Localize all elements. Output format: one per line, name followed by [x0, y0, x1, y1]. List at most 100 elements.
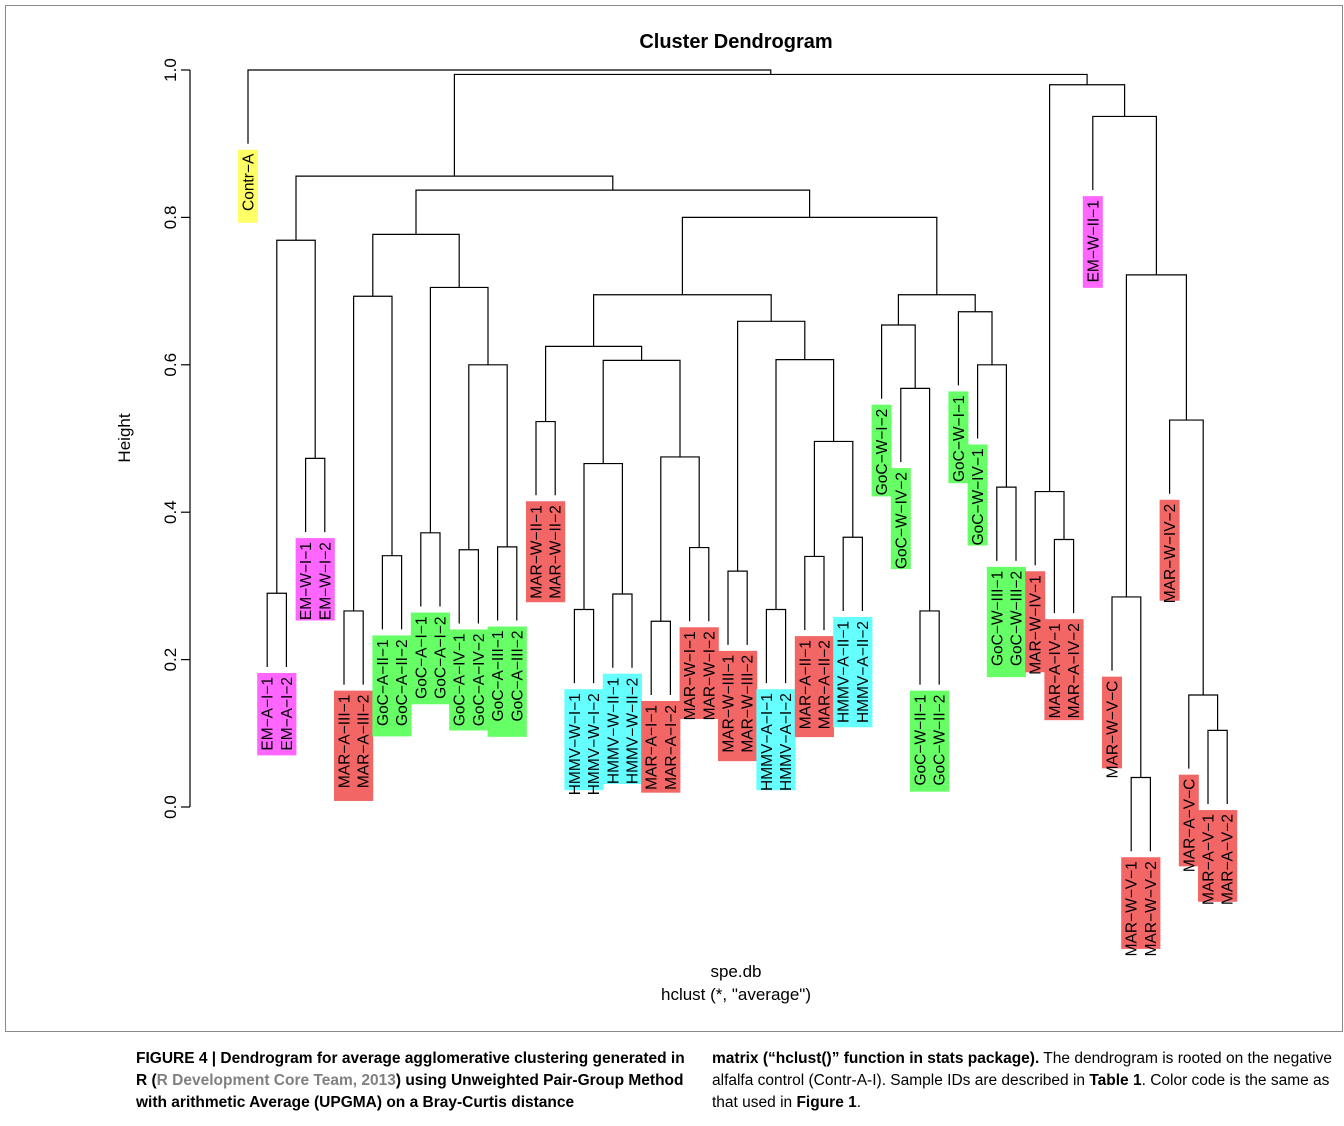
leaf-color-box: [506, 626, 527, 737]
leaf-label: MAR−A−V−C: [1178, 774, 1199, 872]
leaf-label-text: MAR−W−II−2: [548, 505, 565, 598]
leaf-color-box: [756, 689, 777, 791]
leaf-label-text: HMMV−W−II−1: [605, 678, 622, 784]
dendrogram-link: [919, 610, 940, 685]
dendrogram-link: [602, 359, 681, 464]
y-axis-label: Height: [115, 413, 134, 462]
leaf-color-box: [487, 626, 508, 737]
leaf-color-box: [622, 673, 642, 785]
leaf-color-box: [1006, 566, 1026, 678]
dendrogram-link: [660, 456, 700, 622]
dendrogram-link: [1188, 694, 1219, 769]
leaf-color-box: [276, 672, 297, 756]
leaf-label: MAR−W−II−2: [545, 501, 566, 603]
leaf-label-text: EM−W−I−1: [298, 542, 315, 620]
leaf-label: MAR−A−V−1: [1198, 810, 1218, 905]
leaf-label-text: GoC−W−II−2: [932, 695, 949, 786]
leaf-color-box: [1063, 619, 1084, 721]
leaf-color-box: [583, 689, 604, 791]
leaf-label-text: GoC−A−I−2: [433, 617, 450, 699]
leaf-color-box: [449, 629, 470, 731]
dendrogram-link: [458, 549, 479, 624]
leaf-label: Contr−A: [238, 149, 258, 223]
leaf-label-text: GoC−A−II−1: [375, 639, 392, 726]
leaf-color-box: [257, 672, 278, 756]
leaf-color-box: [334, 690, 354, 801]
leaf-label-text: MAR−W−I−2: [701, 631, 718, 720]
figure-caption-left: FIGURE 4 | Dendrogram for average agglom…: [136, 1048, 696, 1114]
dendrogram-link: [497, 546, 518, 621]
leaf-color-box: [564, 689, 585, 791]
leaf-label: HMMV−W−I−2: [583, 689, 604, 795]
leaf-color-box: [238, 149, 258, 223]
method-label: hclust (*, "average"): [661, 985, 811, 1004]
leaf-color-box: [1044, 619, 1065, 721]
caption-title: FIGURE 4 | Dendrogram for average agglom…: [136, 1050, 685, 1089]
leaf-color-box: [391, 635, 412, 737]
dendrogram-link: [343, 610, 364, 685]
x-axis-label: spe.db: [710, 962, 761, 981]
dendrogram-link: [650, 620, 671, 695]
leaf-label-text: GoC−W−III−1: [989, 571, 1006, 666]
dendrogram-link: [295, 175, 614, 241]
leaf-color-box: [910, 690, 930, 792]
y-tick-label: 0.0: [161, 795, 180, 819]
leaf-labels: Contr−A EM−A−I−1 EM−A−I−2 EM−W−I−1 EM−W−I−2 M…: [238, 149, 1238, 956]
leaf-color-box: [430, 612, 450, 705]
dendrogram-link: [453, 73, 1088, 177]
leaf-label: MAR−A−III−2: [353, 690, 374, 801]
leaf-color-box: [852, 616, 873, 728]
leaf-label: GoC−A−IV−2: [468, 629, 489, 731]
leaf-label: MAR−W−III−2: [737, 650, 758, 762]
dendrogram-links: [247, 69, 1228, 852]
caption-citation-link[interactable]: R Development Core Team, 2013: [156, 1072, 396, 1089]
leaf-label-text: GoC−W−I−1: [951, 395, 968, 482]
dendrogram-link: [1034, 490, 1065, 566]
leaf-color-box: [794, 636, 815, 738]
leaf-label-text: GoC−A−III−1: [490, 631, 507, 722]
dendrogram-link: [842, 536, 863, 611]
leaf-label-text: GoC−W−I−2: [874, 409, 891, 496]
leaf-color-box: [871, 404, 892, 497]
leaf-color-box: [698, 627, 719, 719]
leaf-color-box: [1178, 774, 1199, 867]
leaf-label-text: MAR−A−V−C: [1181, 779, 1198, 872]
dendrogram-link: [881, 324, 916, 399]
leaf-label: GoC−A−III−2: [506, 626, 527, 737]
leaf-label: HMMV−W−I−1: [564, 689, 585, 795]
leaf-label-text: MAR−W−III−2: [740, 655, 757, 753]
dendrogram-link: [535, 420, 556, 496]
leaf-label-text: MAR−A−IV−1: [1047, 623, 1064, 718]
leaf-label-text: MAR−A−II−2: [817, 640, 834, 729]
leaf-label-text: GoC−A−II−2: [394, 639, 411, 726]
leaf-color-box: [1140, 857, 1161, 949]
figure-1-link[interactable]: Figure 1: [796, 1094, 857, 1111]
leaf-label: MAR−A−I−2: [660, 700, 681, 793]
leaf-label-text: MAR−A−II−1: [797, 640, 814, 729]
leaf-label: MAR−W−V−C: [1102, 676, 1122, 778]
dendrogram-link: [415, 189, 811, 235]
caption-title-cont: ) using Unweighted Pair-Group Method wit…: [136, 1072, 684, 1111]
dendrogram-link: [1130, 776, 1151, 852]
dendrogram-link: [353, 295, 393, 611]
leaf-label: EM−W−I−2: [314, 538, 335, 621]
y-tick-label: 0.6: [161, 353, 180, 377]
leaf-label-text: HMMV−A−II−2: [855, 621, 872, 723]
dendrogram-link: [545, 345, 643, 422]
caption-title-end: matrix (“hclust()” function in stats pac…: [712, 1050, 1040, 1067]
leaf-label-text: Contr−A: [241, 153, 258, 211]
leaf-label: HMMV−A−II−1: [833, 616, 854, 728]
leaf-label: GoC−W−I−1: [948, 391, 969, 484]
leaf-label: MAR−A−IV−2: [1063, 619, 1084, 721]
caption-text-3: .: [856, 1094, 862, 1111]
leaf-color-box: [314, 538, 335, 621]
leaf-label: HMMV−A−I−1: [756, 689, 777, 791]
leaf-color-box: [948, 391, 969, 484]
table-1-link[interactable]: Table 1: [1089, 1072, 1142, 1089]
leaf-label: EM−A−I−1: [257, 672, 278, 756]
dendrogram-link: [381, 555, 403, 630]
leaf-label-text: MAR−A−V−2: [1220, 814, 1237, 905]
leaf-color-box: [890, 468, 911, 570]
leaf-label-text: MAR−W−V−1: [1124, 861, 1141, 956]
leaf-label-text: GoC−A−IV−2: [471, 633, 488, 726]
